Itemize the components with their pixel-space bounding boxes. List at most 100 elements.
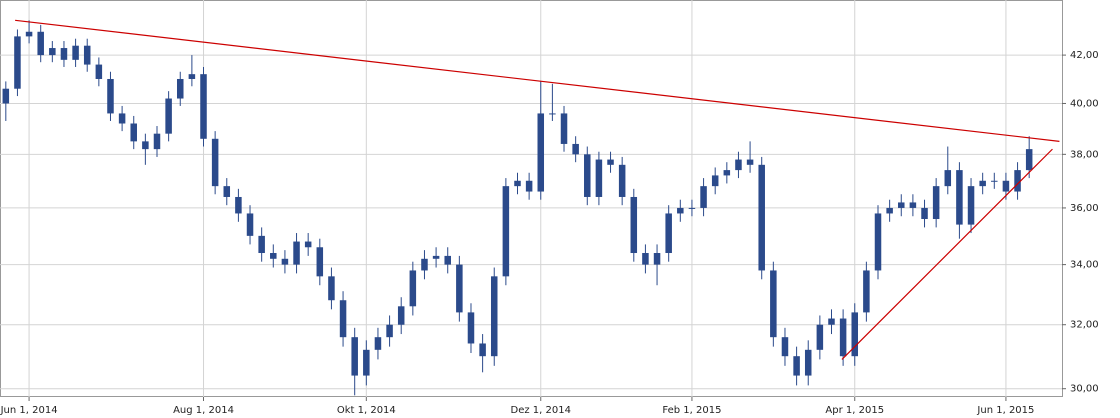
y-tick-label: 38,00 [1070, 149, 1099, 160]
candle-body [932, 186, 940, 220]
y-tick-label: 34,00 [1070, 260, 1099, 271]
candle-body [967, 186, 975, 225]
candle-body [688, 207, 696, 209]
candle-body [351, 337, 358, 376]
trend-line [15, 19, 1060, 142]
candle-body [211, 138, 219, 187]
candle-body [176, 78, 184, 99]
candle-body [816, 324, 824, 350]
candle-body [549, 113, 556, 115]
candle-body [723, 170, 731, 176]
candle-body [630, 196, 638, 254]
candle-body [804, 349, 812, 376]
candle-body [142, 141, 149, 150]
candle-body [188, 74, 196, 79]
candle-body [270, 253, 277, 259]
candle-body [956, 170, 963, 225]
candle-body [700, 186, 707, 208]
candle-body [409, 270, 417, 307]
candle-body [595, 159, 603, 197]
candle-body [153, 133, 161, 150]
candle-body [130, 123, 137, 142]
x-tick-label: Dez 1, 2014 [511, 405, 571, 416]
candle-body [386, 324, 393, 338]
candle-body [235, 196, 242, 214]
candle-body [653, 253, 661, 265]
candle-body [258, 235, 265, 254]
candle-body [328, 276, 335, 301]
candle-body [25, 31, 33, 37]
candle-body [339, 300, 347, 338]
candle-body [281, 258, 289, 265]
candle-body [316, 247, 324, 277]
candle-body [770, 270, 777, 338]
candle-body [467, 312, 475, 344]
candle-body [618, 164, 626, 197]
x-tick-label: Jun 1, 2014 [0, 405, 58, 416]
candle-body [921, 207, 928, 220]
x-tick-label: Okt 1, 2014 [337, 405, 396, 416]
candle-body [2, 88, 10, 104]
x-tick-label: Apr 1, 2015 [825, 405, 884, 416]
candle-body [456, 264, 463, 313]
candle-body [572, 143, 579, 155]
y-tick-label: 42,00 [1070, 50, 1099, 61]
candle-body [1014, 170, 1021, 192]
candle-body [781, 337, 789, 357]
candle-body [293, 241, 300, 265]
candle-body [1025, 149, 1033, 171]
candle-body [793, 356, 800, 376]
candle-body [909, 202, 917, 208]
trend-line [841, 148, 1053, 360]
candle-body [886, 207, 893, 214]
candle-body [874, 213, 882, 271]
candle-body [397, 306, 405, 325]
candle-body [479, 343, 486, 357]
candle-body [944, 170, 952, 187]
candle-body [37, 31, 44, 56]
candle-body [851, 312, 859, 357]
candle-body [537, 113, 545, 192]
y-tick-label: 30,00 [1070, 384, 1099, 395]
candle-body [490, 276, 498, 357]
candle-body [363, 349, 370, 376]
candle-body [584, 154, 591, 197]
candle-body [107, 78, 114, 114]
candle-body [607, 159, 614, 165]
candle-body [863, 270, 870, 313]
candle-body [223, 186, 231, 197]
plot-frame [0, 0, 1063, 397]
candle-body [165, 98, 172, 134]
candle-body [514, 180, 521, 187]
candle-body [200, 74, 207, 139]
candle-body [72, 45, 79, 60]
candle-body [432, 255, 440, 259]
candle-body [246, 213, 254, 236]
candle-body [374, 337, 382, 350]
x-tick-label: Aug 1, 2014 [173, 405, 234, 416]
candle-body [502, 186, 510, 277]
candle-body [898, 202, 905, 208]
candle-body [49, 48, 56, 56]
candle-body [711, 175, 719, 187]
candle-body [665, 213, 672, 254]
candle-body [828, 318, 835, 325]
candle-body [746, 159, 754, 165]
candle-body [991, 180, 998, 182]
candle-body [444, 255, 451, 265]
candle-body [14, 36, 21, 89]
candle-body [525, 180, 533, 192]
candle-body [118, 113, 126, 124]
candle-body [642, 253, 649, 265]
candle-body [979, 180, 986, 187]
y-tick-label: 36,00 [1070, 203, 1099, 214]
candle-body [560, 113, 568, 144]
y-tick-label: 40,00 [1070, 98, 1099, 109]
candle-body [1002, 180, 1010, 192]
x-tick-label: Jun 1, 2015 [976, 405, 1034, 416]
candle-body [839, 318, 847, 357]
candle-body [304, 241, 312, 248]
candle-body [758, 164, 765, 271]
candle-body [735, 159, 742, 171]
